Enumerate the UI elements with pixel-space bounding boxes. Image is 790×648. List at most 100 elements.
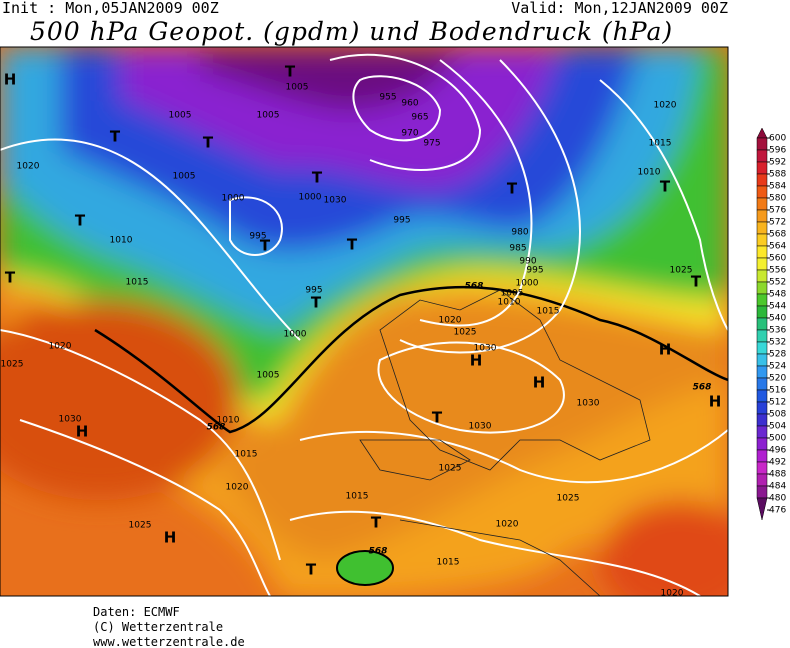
colorbar-label: 552	[769, 278, 786, 288]
isobar-label: 1030	[59, 415, 82, 425]
colorbar-label: 536	[769, 326, 786, 336]
colorbar-label: 480	[769, 494, 786, 504]
colorbar-label: 528	[769, 350, 786, 360]
isobar-label: 1020	[49, 342, 72, 352]
isobar-label: 1005	[257, 111, 280, 121]
pressure-center: H	[76, 423, 89, 441]
colorbar-label: 568	[769, 230, 786, 240]
contour-label: 568	[369, 547, 388, 557]
pressure-center: H	[470, 352, 483, 370]
colorbar-label: 556	[769, 266, 786, 276]
colorbar-swatch	[756, 413, 768, 427]
colorbar-label: 540	[769, 314, 786, 324]
colorbar-swatch	[756, 473, 768, 487]
pressure-center: T	[203, 134, 214, 152]
pressure-center: T	[285, 63, 296, 81]
isobar-label: 1020	[226, 483, 249, 493]
colorbar-label: 520	[769, 374, 786, 384]
contour-label: 568	[465, 282, 484, 292]
isobar-label: 1010	[217, 416, 240, 426]
isobar-label: 1005	[169, 111, 192, 121]
isobar-label: 965	[411, 113, 428, 123]
pressure-center: T	[312, 169, 323, 187]
colorbar-label: 488	[769, 470, 786, 480]
pressure-center: T	[432, 409, 443, 427]
colorbar-swatch	[756, 281, 768, 295]
contour-label: 568	[207, 423, 226, 433]
isobar-label: 1030	[469, 422, 492, 432]
colorbar-label: 492	[769, 458, 786, 468]
colorbar-swatch	[756, 389, 768, 403]
colorbar-label: 560	[769, 254, 786, 264]
pressure-center: T	[110, 128, 121, 146]
colorbar-label: 548	[769, 290, 786, 300]
footer-line: Daten: ECMWF	[93, 605, 180, 619]
colorbar-swatch	[756, 437, 768, 451]
isobar-label: 995	[393, 216, 410, 226]
isobar-label: 960	[401, 99, 418, 109]
isobar-label: 1005	[501, 289, 524, 299]
footer-line: (C) Wetterzentrale	[93, 620, 223, 634]
colorbar-label: 576	[769, 206, 786, 216]
pressure-center: H	[4, 71, 17, 89]
colorbar-label: 600	[769, 134, 786, 144]
isobar-label: 1000	[222, 194, 245, 204]
isobar-label: 1020	[661, 589, 684, 599]
colorbar-label: 572	[769, 218, 786, 228]
colorbar-swatch	[756, 257, 768, 271]
isobar-label: 1025	[129, 521, 152, 531]
pressure-center: H	[533, 374, 546, 392]
isobar-label: 1030	[324, 196, 347, 206]
isobar-label: 1000	[516, 279, 539, 289]
init-time: Init : Mon,05JAN2009 00Z	[2, 0, 219, 17]
colorbar-swatch	[756, 173, 768, 187]
colorbar-swatch	[756, 269, 768, 283]
colorbar-swatch	[756, 209, 768, 223]
colorbar-swatch	[756, 425, 768, 439]
pressure-center: H	[709, 393, 722, 411]
colorbar-swatch	[756, 197, 768, 211]
isobar-label: 995	[526, 266, 543, 276]
colorbar-swatch	[756, 161, 768, 175]
colorbar-label: 512	[769, 398, 786, 408]
colorbar-swatch	[756, 185, 768, 199]
colorbar-label: 484	[769, 482, 786, 492]
colorbar-label: 544	[769, 302, 786, 312]
colorbar-swatch	[756, 127, 768, 139]
isobar-label: 985	[509, 244, 526, 254]
colorbar-label: 584	[769, 182, 786, 192]
isobar-label: 1025	[454, 328, 477, 338]
isobar-label: 970	[401, 129, 418, 139]
isobar-label: 990	[519, 257, 536, 267]
colorbar-swatch	[756, 317, 768, 331]
isobar-label: 1010	[110, 236, 133, 246]
map-title: 500 hPa Geopot. (gpdm) und Bodendruck (h…	[30, 17, 673, 46]
isobar-label: 1025	[670, 266, 693, 276]
colorbar-swatch	[756, 497, 768, 521]
isobar-label: 1015	[346, 492, 369, 502]
colorbar-swatch	[756, 137, 768, 151]
isobar-label: 1030	[474, 344, 497, 354]
colorbar-swatch	[756, 293, 768, 307]
colorbar-label: 476	[769, 506, 786, 516]
colorbar-swatch	[756, 353, 768, 367]
isobar-label: 1015	[537, 307, 560, 317]
pressure-center: T	[660, 178, 671, 196]
colorbar-swatch	[756, 149, 768, 163]
pressure-center: T	[347, 236, 358, 254]
colorbar-label: 564	[769, 242, 786, 252]
colorbar: 600 596 592 588 584 580 576 572 568 564 560 556 552 5…	[756, 127, 786, 521]
colorbar-label: 500	[769, 434, 786, 444]
isobar-label: 1020	[439, 316, 462, 326]
colorbar-swatch	[756, 377, 768, 391]
colorbar-label: 592	[769, 158, 786, 168]
isobar-label: 1005	[173, 172, 196, 182]
colorbar-label: 508	[769, 410, 786, 420]
map-field	[0, 47, 728, 596]
isobar-label: 975	[423, 139, 440, 149]
colorbar-label: 588	[769, 170, 786, 180]
isobar-label: 1000	[284, 330, 307, 340]
map-frame	[0, 46, 729, 597]
